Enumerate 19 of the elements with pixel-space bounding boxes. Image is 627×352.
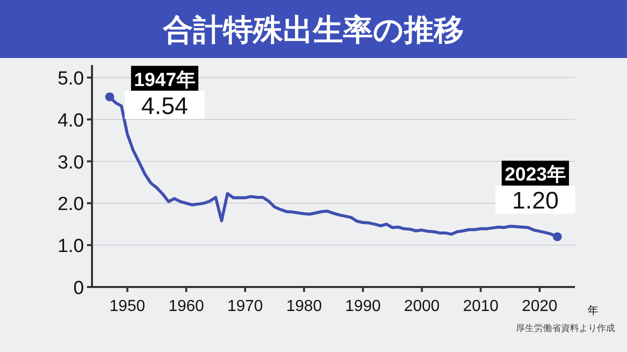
text: 厚生労働省資料より作成: [516, 323, 615, 333]
y-tick-label: 5.0: [58, 68, 84, 90]
chart-title: 合計特殊出生率の推移: [162, 13, 464, 47]
x-tick-label: 1950: [110, 298, 146, 315]
x-tick-label: 1980: [286, 298, 322, 315]
x-tick-label: 2000: [404, 298, 440, 315]
y-tick-label: 0: [73, 278, 84, 299]
x-tick-label: 1990: [345, 298, 381, 315]
y-tick-label: 3.0: [58, 152, 84, 174]
y-tick-label: 4.0: [58, 110, 84, 132]
x-tick-label: 1960: [168, 298, 204, 315]
x-tick-label: 2020: [522, 298, 558, 315]
annotation: 1947年 4.54: [134, 70, 196, 120]
x-tick-label: 1970: [227, 298, 264, 315]
y-tick-label: 2.0: [58, 194, 84, 216]
x-tick-label: 2010: [462, 298, 499, 315]
y-tick-label: 1.0: [58, 236, 84, 258]
annotation: 2023年 1.20: [504, 164, 566, 215]
x-axis-title: 年: [588, 305, 598, 317]
